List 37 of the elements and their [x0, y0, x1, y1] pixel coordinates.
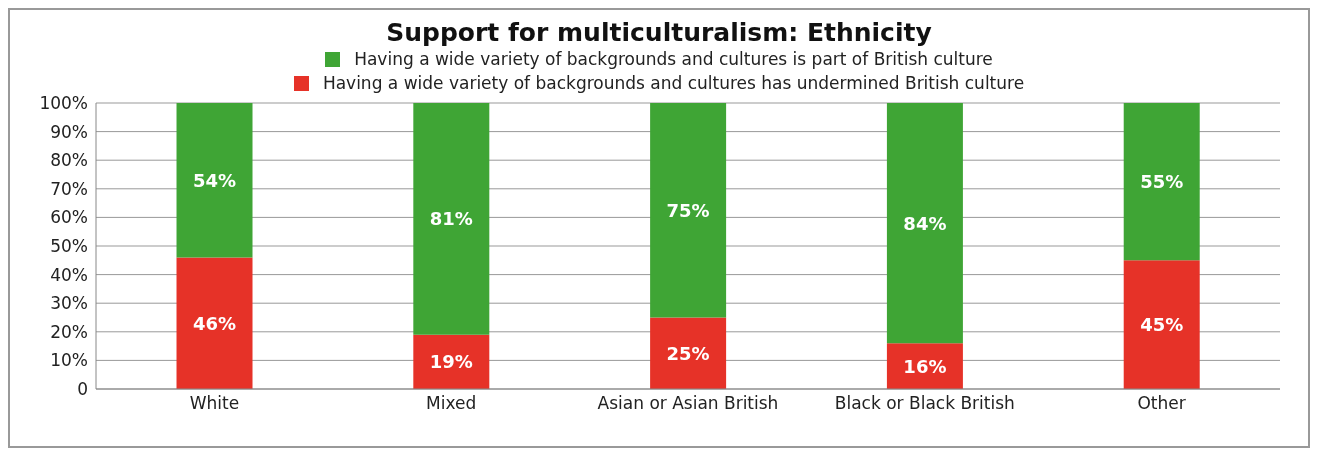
x-tick-label: White: [189, 393, 240, 414]
legend-label: Having a wide variety of backgrounds and cultures is part of British culture: [354, 48, 993, 71]
data-label: 84%: [903, 212, 947, 234]
y-tick-label: 90%: [50, 121, 88, 142]
y-tick-label: 100%: [39, 93, 88, 114]
bar: [650, 317, 727, 389]
bar: [886, 103, 963, 344]
bar: [176, 257, 253, 389]
y-tick-label: 30%: [50, 293, 88, 314]
y-tick-label: 0: [77, 379, 88, 400]
y-tick-label: 40%: [50, 264, 88, 285]
chart-title: Support for multiculturalism: Ethnicity: [385, 18, 933, 47]
y-tick-label: 80%: [50, 150, 88, 171]
data-label: 54%: [192, 169, 237, 191]
bar: [413, 103, 490, 335]
y-tick-label: 10%: [50, 350, 88, 371]
legend-label: Having a wide variety of backgrounds and cultures has undermined British culture: [322, 72, 1025, 95]
data-label: 16%: [903, 355, 947, 377]
x-tick-label: Other: [1137, 393, 1186, 414]
bar: [1123, 260, 1200, 389]
y-tick-label: 70%: [50, 178, 88, 199]
data-label: 75%: [666, 199, 710, 221]
data-label: 81%: [429, 208, 473, 230]
data-label: 19%: [429, 351, 473, 373]
x-tick-label: Asian or Asian British: [597, 393, 779, 414]
y-tick-label: 50%: [50, 236, 88, 257]
y-tick-label: 20%: [50, 321, 88, 342]
data-label: 46%: [192, 312, 237, 334]
bar: [650, 103, 727, 318]
data-label: 55%: [1140, 171, 1184, 193]
x-tick-label: Mixed: [426, 393, 477, 414]
y-tick-label: 60%: [50, 207, 88, 228]
data-label: 25%: [666, 342, 710, 364]
bar: [176, 103, 253, 258]
bar: [1123, 103, 1200, 261]
x-tick-label: Black or Black British: [834, 393, 1015, 414]
data-label: 45%: [1140, 314, 1184, 336]
